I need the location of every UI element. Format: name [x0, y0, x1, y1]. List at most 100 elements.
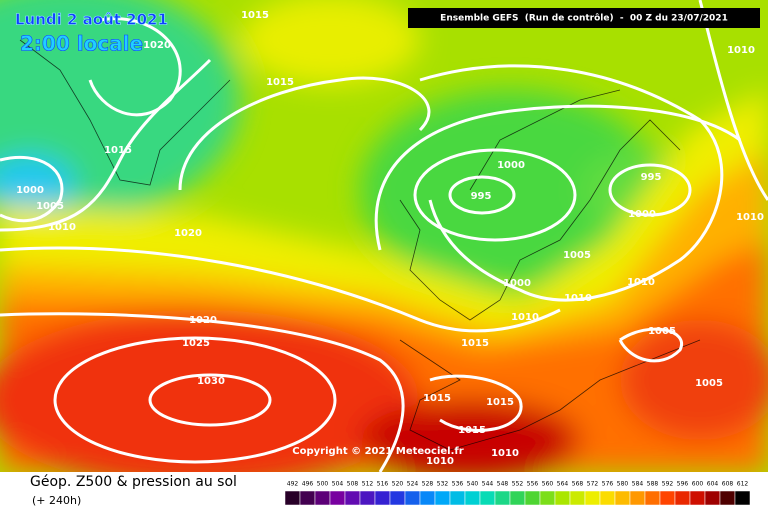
colorbar-cell [539, 490, 556, 506]
colorbar-label: 580 [617, 481, 629, 488]
colorbar-label: 608 [722, 481, 734, 488]
colorbar-cell [719, 490, 736, 506]
colorbar-label: 540 [467, 481, 479, 488]
isobar-label: 1020 [143, 40, 171, 51]
colorbar-cell [734, 490, 751, 506]
footer-title: Géop. Z500 & pression au sol [30, 474, 237, 490]
colorbar-label: 584 [632, 481, 644, 488]
isobar-label: 995 [471, 191, 492, 202]
isobar-label: 1020 [174, 228, 202, 239]
colorbar-label: 500 [317, 481, 329, 488]
isobar-label: 1020 [189, 315, 217, 326]
isobar-label: 1005 [648, 326, 676, 337]
colorbar-label: 512 [362, 481, 374, 488]
copyright: Copyright © 2021 Meteociel.fr [292, 446, 463, 457]
colorbar-label: 520 [392, 481, 404, 488]
colorbar-cell [284, 490, 301, 506]
colorbar-cell [644, 490, 661, 506]
colorbar-label: 508 [347, 481, 359, 488]
colorbar-cell [494, 490, 511, 506]
isobar-label: 1015 [423, 393, 451, 404]
colorbar-cell [479, 490, 496, 506]
colorbar-cell [434, 490, 451, 506]
colorbar-cell [509, 490, 526, 506]
colorbar-cell [554, 490, 571, 506]
colorbar-cell [374, 490, 391, 506]
colorbar-cell [659, 490, 676, 506]
colorbar-cell [389, 490, 406, 506]
colorbar-label: 592 [662, 481, 674, 488]
isobar-label: 1030 [197, 376, 225, 387]
isobar-label: 1005 [563, 250, 591, 261]
isobar-labels: 1015 1020 1015 1015 1000 1005 1010 1020 1020 1025… [16, 10, 764, 467]
isobar-label: 1010 [564, 293, 592, 304]
colorbar-label: 544 [482, 481, 494, 488]
colorbar-label: 588 [647, 481, 659, 488]
isobar-label: 1015 [266, 77, 294, 88]
colorbar-cell [689, 490, 706, 506]
colorbar-cell [344, 490, 361, 506]
colorbar-label: 516 [377, 481, 389, 488]
isobar-label: 1010 [727, 45, 755, 56]
colorbar-cell [629, 490, 646, 506]
field: 1015 1020 1015 1015 1000 1005 1010 1020 1020 1025… [0, 0, 768, 472]
colorbar-cell [674, 490, 691, 506]
isobar-label: 1000 [497, 160, 525, 171]
colorbar-cell [464, 490, 481, 506]
colorbar-label: 564 [557, 481, 569, 488]
map-date: Lundi 2 août 2021 [15, 11, 168, 29]
colorbar-label: 556 [527, 481, 539, 488]
colorbar-cell [449, 490, 466, 506]
isobar-label: 1015 [486, 397, 514, 408]
colorbar-cell [359, 490, 376, 506]
colorbar-label: 492 [287, 481, 299, 488]
isobar-label: 995 [641, 172, 662, 183]
model-banner [408, 8, 760, 28]
isobar-label: 1015 [461, 338, 489, 349]
isobar-label: 1000 [16, 185, 44, 196]
colorbar-label: 552 [512, 481, 524, 488]
colorbar-cell [524, 490, 541, 506]
colorbar-cell [329, 490, 346, 506]
colorbar-label: 504 [332, 481, 344, 488]
colorbar-label: 560 [542, 481, 554, 488]
colorbar-cell [704, 490, 721, 506]
colorbar-label: 596 [677, 481, 689, 488]
isobar-label: 1010 [426, 456, 454, 467]
isobar-label: 1015 [458, 425, 486, 436]
colorbar-cell [419, 490, 436, 506]
isobar-label: 1010 [48, 222, 76, 233]
colorbar-cell [599, 490, 616, 506]
footer-lead: (+ 240h) [32, 494, 81, 507]
isobars [0, 0, 768, 472]
colorbar-label: 572 [587, 481, 599, 488]
isobar-label: 1010 [511, 312, 539, 323]
isobar-label: 1005 [695, 378, 723, 389]
colorbar-label: 568 [572, 481, 584, 488]
colorbar-label: 496 [302, 481, 314, 488]
colorbar-label: 524 [407, 481, 419, 488]
isobar-label: 1010 [491, 448, 519, 459]
isobar-label: 1000 [628, 209, 656, 220]
colorbar-label: 528 [422, 481, 434, 488]
isobar-label: 1025 [182, 338, 210, 349]
isobar-label: 1010 [736, 212, 764, 223]
colorbar-cell [314, 490, 331, 506]
map-time: 2:00 locale [20, 32, 143, 56]
colorbar-label: 536 [452, 481, 464, 488]
colorbar: 492 496 500 504 508 512 516 520 524 528 532 536 540 5… [284, 481, 751, 506]
colorbar-label: 576 [602, 481, 614, 488]
isobar-label: 1015 [104, 145, 132, 156]
isobar-label: 1005 [36, 201, 64, 212]
colorbar-cell [299, 490, 316, 506]
colorbar-label: 532 [437, 481, 449, 488]
colorbar-label: 604 [707, 481, 719, 488]
isobar-label: 1010 [627, 277, 655, 288]
colorbar-label: 600 [692, 481, 704, 488]
isobar-label: 1000 [503, 278, 531, 289]
colorbar-cell [584, 490, 601, 506]
coastlines [19, 39, 701, 451]
colorbar-cell [404, 490, 421, 506]
